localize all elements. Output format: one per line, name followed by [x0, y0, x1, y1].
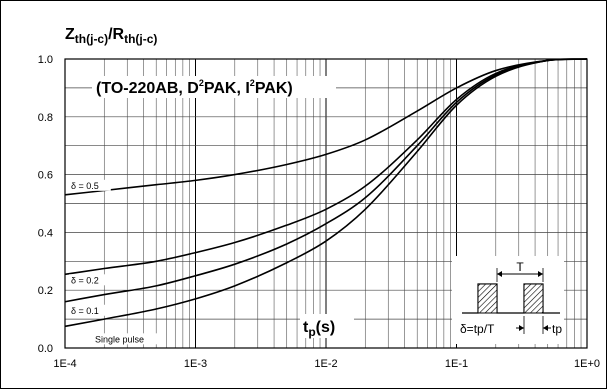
x-tick-label: 1E-3 — [184, 358, 207, 370]
x-axis-label-bg — [300, 314, 354, 338]
grid-lines — [64, 58, 588, 348]
y-tick-label: 0.2 — [38, 285, 53, 297]
tp-arrow-left-head — [519, 325, 524, 331]
curve-label: δ = 0.1 — [71, 306, 99, 316]
x-tick-label: 1E+0 — [574, 358, 600, 370]
package-label-bg — [92, 76, 336, 98]
curve-label-bg — [69, 179, 111, 191]
plot-frame — [64, 58, 588, 349]
x-tick-label: 1E-4 — [53, 358, 76, 370]
curve-label: δ = 0.2 — [71, 275, 99, 285]
x-axis-label: tp(s) — [303, 319, 335, 339]
tp-arrow-right-head — [543, 325, 548, 331]
tick-labels: 1E-4 1E-3 1E-2 1E-1 1E+0 0.0 0.2 0.4 0.6 0.8 1.0 — [38, 54, 600, 370]
series-line-3 — [64, 58, 588, 328]
curve-label-bg — [93, 333, 162, 345]
series-line-0 — [64, 58, 588, 196]
package-label-group: (TO-220AB, D2PAK, I2PAK) — [92, 76, 336, 98]
period-arrow-right-head — [538, 271, 543, 277]
y-tick-label: 0.0 — [38, 343, 53, 355]
x-tick-label: 1E-2 — [314, 358, 337, 370]
x-axis-label-group: tp(s) — [300, 314, 354, 339]
chart-title: Zth(j-c)/Rth(j-c) — [65, 26, 157, 46]
duty-label: δ=tp/T — [460, 322, 495, 336]
x-tick-label: 1E-1 — [445, 358, 468, 370]
curve-label: Single pulse — [95, 334, 144, 344]
y-tick-label: 0.4 — [38, 227, 53, 239]
series-line-2 — [64, 58, 588, 303]
data-series — [64, 58, 588, 328]
pulse-label: tp — [552, 322, 562, 336]
curve-labels: δ = 0.5 δ = 0.2 δ = 0.1 Single pulse — [69, 179, 162, 345]
package-label: (TO-220AB, D2PAK, I2PAK) — [96, 78, 293, 97]
y-tick-label: 0.6 — [38, 170, 53, 182]
pulse-2 — [523, 283, 544, 314]
y-tick-label: 1.0 — [38, 54, 53, 66]
period-arrow-left-head — [497, 271, 502, 277]
axis-frame — [64, 58, 588, 349]
curve-label: δ = 0.5 — [71, 181, 99, 191]
pulse-1 — [477, 283, 498, 314]
pulse-inset: T δ=tp/T tp — [452, 256, 564, 344]
y-tick-label: 0.8 — [38, 112, 53, 124]
period-label: T — [516, 260, 524, 274]
series-line-1 — [64, 58, 588, 276]
curve-label-bg — [69, 274, 111, 286]
curve-label-bg — [69, 304, 111, 316]
